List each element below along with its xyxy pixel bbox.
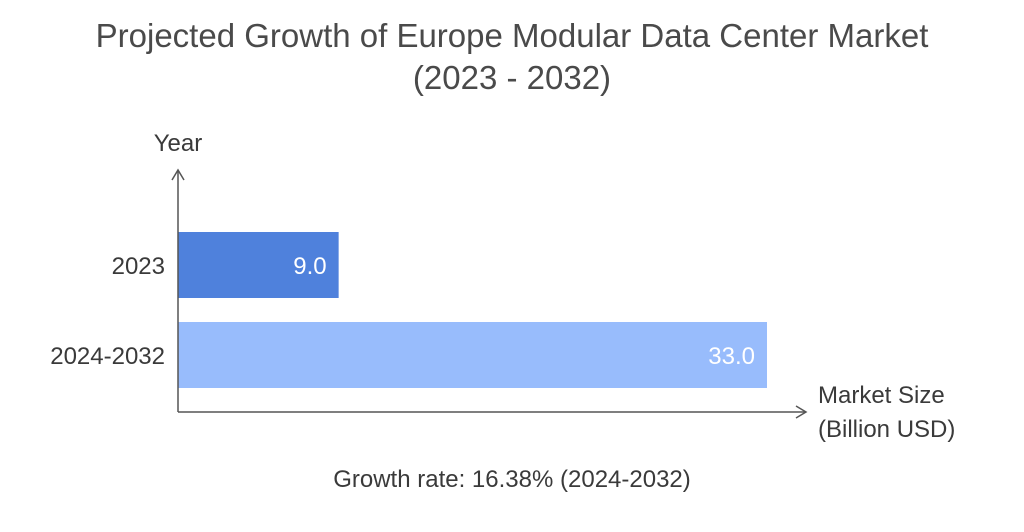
category-label-2023: 2023 — [112, 253, 165, 280]
chart-title: Projected Growth of Europe Modular Data … — [95, 17, 929, 54]
bars-group — [178, 232, 767, 388]
axes — [171, 168, 808, 419]
bar-2024-2032 — [178, 322, 767, 388]
chart-subtitle: (2023 - 2032) — [412, 59, 612, 96]
category-label-2024-2032: 2024-2032 — [50, 343, 165, 370]
x-axis-label-line1: Market Size — [818, 382, 945, 409]
bar-value-labels: 9.0 33.0 — [293, 253, 755, 370]
bar-value-label-2023: 9.0 — [293, 253, 326, 280]
category-labels: 2023 2024-2032 — [50, 253, 165, 370]
y-axis-arrow-icon — [171, 168, 185, 181]
bar-2023 — [178, 232, 339, 298]
bar-value-label-2024-2032: 33.0 — [708, 343, 755, 370]
growth-rate-note: Growth rate: 16.38% (2024-2032) — [333, 466, 691, 493]
x-axis-label-line2: (Billion USD) — [818, 416, 955, 443]
x-axis-arrow-icon — [795, 405, 808, 419]
y-axis-label: Year — [154, 130, 203, 157]
